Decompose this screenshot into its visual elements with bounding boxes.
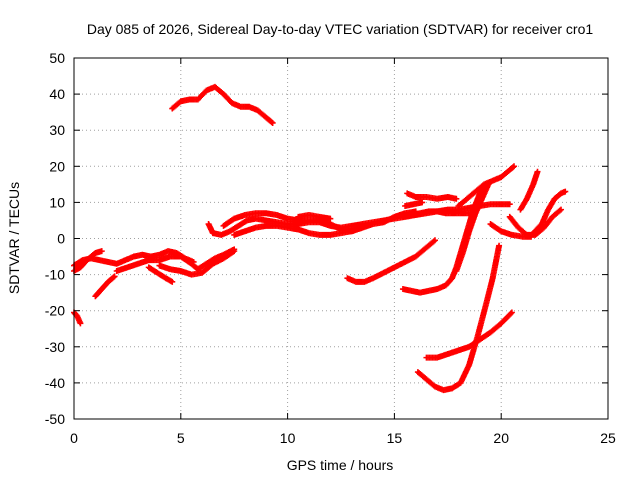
series-track-5: [113, 246, 238, 274]
series-track-11: [231, 222, 366, 238]
series-track-20: [423, 309, 515, 361]
series-track-6: [145, 264, 176, 285]
series-track-3: [71, 248, 105, 274]
data-point: [98, 248, 105, 255]
data-point: [534, 168, 541, 175]
y-tick-label: 10: [49, 194, 65, 210]
data-point: [485, 181, 492, 188]
data-point: [453, 195, 460, 202]
data-point: [508, 309, 515, 316]
y-tick-label: -30: [45, 339, 65, 355]
series-track-21: [453, 181, 492, 274]
data-point: [359, 224, 366, 231]
series-track-16: [404, 190, 460, 202]
data-point: [231, 248, 238, 255]
x-tick-label: 15: [387, 430, 403, 446]
y-tick-label: 0: [57, 231, 65, 247]
data-point: [110, 274, 117, 281]
data-point: [268, 119, 275, 126]
y-tick-label: -40: [45, 375, 65, 391]
data-point: [419, 199, 426, 206]
series-track-1: [71, 309, 84, 327]
series-track-25: [530, 188, 569, 237]
axes: 0 5 10 15 20 25 -50 -40 -30 -20 -10 0 10 20 30 40 50: [45, 50, 616, 446]
x-tick-label: 20: [493, 430, 509, 446]
y-axis-label: SDTVAR / TECUs: [6, 182, 22, 294]
chart-title: Day 085 of 2026, Sidereal Day-to-day VTE…: [87, 21, 593, 37]
data-point: [327, 215, 334, 222]
x-tick-label: 5: [177, 430, 185, 446]
y-tick-label: 30: [49, 122, 65, 138]
series-track-15: [402, 199, 426, 210]
data-point: [169, 278, 176, 285]
y-tick-label: 50: [49, 50, 65, 66]
data-point: [431, 237, 438, 244]
data-point: [506, 201, 513, 208]
y-tick-label: 40: [49, 86, 65, 102]
x-tick-label: 0: [70, 430, 78, 446]
series-track-24: [517, 168, 541, 213]
series-track-19: [414, 242, 503, 394]
data-point: [507, 310, 514, 317]
data-point: [562, 188, 569, 195]
data-point: [230, 248, 237, 255]
data-point: [269, 119, 276, 126]
x-tick-label: 10: [280, 430, 296, 446]
series-track-4: [92, 273, 118, 300]
data-point: [496, 242, 503, 249]
x-axis-label: GPS time / hours: [287, 457, 394, 473]
series-track-12: [295, 212, 334, 222]
y-tick-label: -20: [45, 303, 65, 319]
data-point: [511, 163, 518, 170]
data-point: [111, 273, 118, 280]
data-point: [558, 206, 565, 213]
y-tick-label: -50: [45, 411, 65, 427]
series-track-18: [455, 163, 518, 210]
data-point: [77, 320, 84, 327]
y-tick-label: 20: [49, 158, 65, 174]
x-tick-label: 25: [600, 430, 616, 446]
series-track-7: [156, 248, 238, 278]
series-track-13: [344, 237, 438, 285]
series-track-8: [169, 83, 276, 126]
data-layer: [71, 83, 569, 394]
y-tick-label: -10: [45, 267, 65, 283]
data-point: [509, 164, 516, 171]
